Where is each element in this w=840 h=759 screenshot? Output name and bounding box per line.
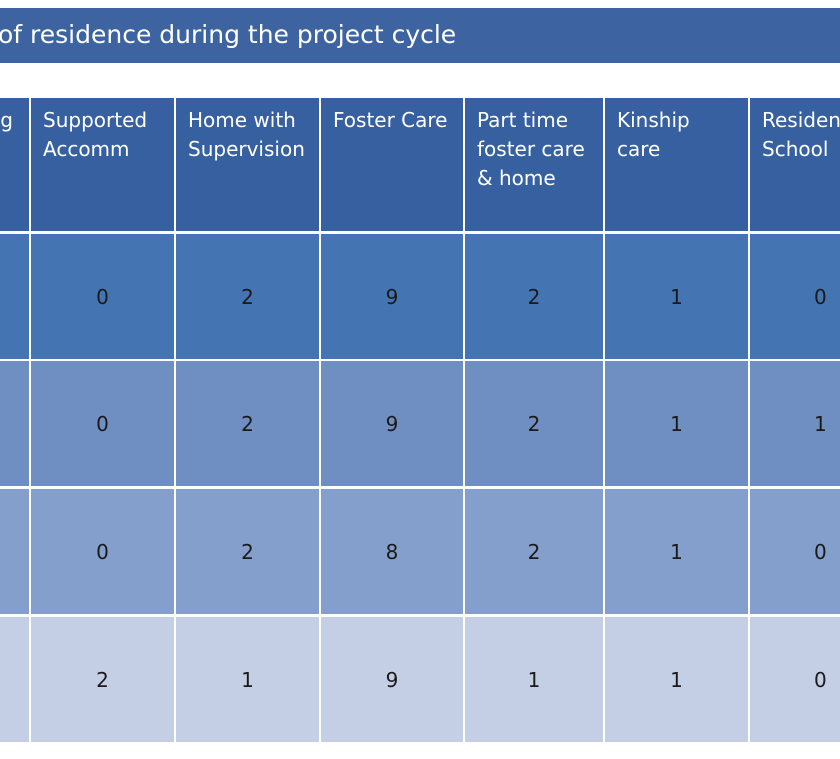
column-header: Kinship care xyxy=(605,98,748,231)
table-cell: 1 xyxy=(465,617,603,742)
table-cell: 1 xyxy=(176,617,319,742)
table-cell: 2 xyxy=(465,361,603,486)
table-cell: 0 xyxy=(31,361,174,486)
table-cell: 2 xyxy=(31,617,174,742)
table-cell: 2 xyxy=(465,234,603,359)
table-cell: 1 xyxy=(605,489,748,614)
table-cell: 0 xyxy=(750,617,840,742)
table-cell: 1 xyxy=(605,361,748,486)
table-cell: 2 xyxy=(465,489,603,614)
column-header: g xyxy=(0,98,29,231)
table-cell xyxy=(0,361,29,486)
table-cell: 2 xyxy=(176,234,319,359)
table-cell: 9 xyxy=(321,617,463,742)
table-cell: 0 xyxy=(31,489,174,614)
table-cell: 1 xyxy=(605,234,748,359)
column-header: Foster Care xyxy=(321,98,463,231)
column-header: Residen School xyxy=(750,98,840,231)
table-cell: 1 xyxy=(605,617,748,742)
table-cell xyxy=(0,617,29,742)
table-title: of residence during the project cycle xyxy=(0,20,457,49)
table-cell xyxy=(0,234,29,359)
table-cell: 0 xyxy=(31,234,174,359)
column-header: Home with Supervision xyxy=(176,98,319,231)
table-cell xyxy=(0,489,29,614)
table-cell: 2 xyxy=(176,361,319,486)
table-cell: 2 xyxy=(176,489,319,614)
table-cell: 1 xyxy=(750,361,840,486)
table-cell: 0 xyxy=(750,234,840,359)
table-cell: 9 xyxy=(321,234,463,359)
table-cell: 0 xyxy=(750,489,840,614)
column-header: Supported Accomm xyxy=(31,98,174,231)
table-title-bar: of residence during the project cycle xyxy=(0,8,840,63)
table-cell: 8 xyxy=(321,489,463,614)
table-cell: 9 xyxy=(321,361,463,486)
column-header: Part time foster care & home xyxy=(465,98,603,231)
